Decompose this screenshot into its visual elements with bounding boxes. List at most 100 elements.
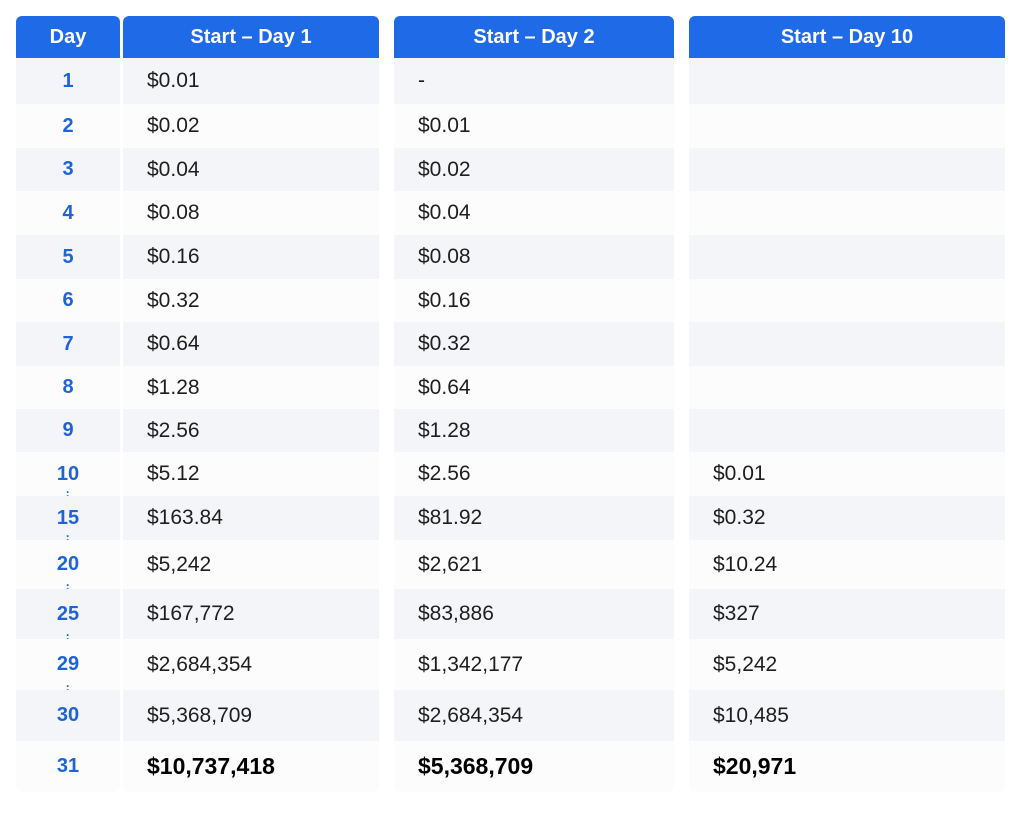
start-day-2-cell: $2,684,354 xyxy=(394,690,674,741)
start-day-10-cell: $0.32 xyxy=(689,496,1005,540)
start-day-1-cell-value: $2,684,354 xyxy=(147,652,253,676)
start-day-10-cell: $327 xyxy=(689,589,1005,639)
day-cell: 10··· xyxy=(16,452,120,506)
start-day-10-header: Start – Day 10 xyxy=(689,16,1005,58)
start-day-1-cell: $5,242 xyxy=(123,540,379,589)
start-day-2-cell-value: $1.28 xyxy=(418,418,471,442)
day-cell: 2 xyxy=(16,104,120,148)
start-day-1-cell: $163.84 xyxy=(123,496,379,540)
day-cell-value: 9 xyxy=(62,419,74,441)
start-day-10-cell-value: $0.32 xyxy=(713,506,766,529)
start-day-1-cell: $5,368,709 xyxy=(123,690,379,741)
start-day-2-cell-value: $0.04 xyxy=(418,201,471,224)
start-day-10-cell xyxy=(689,104,1005,148)
day-cell: 31 xyxy=(16,741,120,792)
day-cell: 1 xyxy=(16,58,120,104)
day-cell: 6 xyxy=(16,279,120,322)
start-day-1-cell-value: $0.02 xyxy=(147,114,200,137)
start-day-10-cell xyxy=(689,235,1005,279)
start-day-2-cell-value: $0.16 xyxy=(418,288,471,312)
start-day-2-header: Start – Day 2 xyxy=(394,16,674,58)
day-cell: 30 xyxy=(16,690,120,741)
start-day-2-cell: $1.28 xyxy=(394,409,674,452)
start-day-1-cell-value: $0.01 xyxy=(147,69,200,92)
day-cell: 9 xyxy=(16,409,120,452)
start-day-2-column: Start – Day 2 - $0.01 $0.02 $0.04 $0.08 $0.16… xyxy=(394,16,674,792)
start-day-10-cell xyxy=(689,322,1005,366)
start-day-10-cell xyxy=(689,279,1005,322)
start-day-10-cell: $10.24 xyxy=(689,540,1005,589)
start-day-1-cell: $167,772 xyxy=(123,589,379,639)
start-day-10-cell xyxy=(689,148,1005,191)
start-day-1-cell: $0.01 xyxy=(123,58,379,104)
start-day-2-cell-value: $0.01 xyxy=(418,114,471,137)
start-day-2-cell: - xyxy=(394,58,674,104)
start-day-2-cell-value: $0.08 xyxy=(418,245,471,268)
start-day-1-body: $0.01 $0.02 $0.04 $0.08 $0.16 $0.32 $0.64 $1.28… xyxy=(123,58,379,792)
day-cell-value: 2 xyxy=(62,114,74,137)
start-day-2-cell: $0.64 xyxy=(394,366,674,409)
start-day-10-cell-value: $10.24 xyxy=(713,552,778,576)
start-day-10-cell xyxy=(689,366,1005,409)
day-cell: 29··· xyxy=(16,639,120,700)
day-column-body: 1 2 3 4 5 6 7 8 9 10···15···20···25···29··· 30 31 xyxy=(16,58,120,792)
start-day-10-column: Start – Day 10 $0.01 $0.32 $10.24 $327 $5,24… xyxy=(689,16,1005,792)
day-cell-value: 30 xyxy=(56,704,80,726)
start-day-10-cell xyxy=(689,58,1005,104)
day-cell-value: 10 xyxy=(56,462,80,485)
start-day-1-cell-value: $163.84 xyxy=(147,506,223,529)
start-day-10-cell: $0.01 xyxy=(689,452,1005,496)
start-day-2-cell-value: $0.64 xyxy=(418,375,471,399)
start-day-1-cell-value: $5.12 xyxy=(147,462,200,485)
start-day-10-cell: $20,971 xyxy=(689,741,1005,792)
start-day-2-cell: $0.08 xyxy=(394,235,674,279)
start-day-2-cell-value: $2,621 xyxy=(418,552,483,576)
start-day-2-cell: $0.16 xyxy=(394,279,674,322)
start-day-10-body: $0.01 $0.32 $10.24 $327 $5,242 $10,485 $20,971 xyxy=(689,58,1005,792)
start-day-2-cell: $5,368,709 xyxy=(394,741,674,792)
day-header: Day xyxy=(16,16,120,58)
start-day-2-cell-value: $81.92 xyxy=(418,506,483,529)
day-cell: 8 xyxy=(16,366,120,409)
start-day-1-cell-value: $0.04 xyxy=(147,157,200,181)
day-cell: 3 xyxy=(16,148,120,191)
start-day-1-cell: $0.02 xyxy=(123,104,379,148)
start-day-2-cell-value: $0.02 xyxy=(418,157,471,181)
start-day-2-cell-value: $2,684,354 xyxy=(418,703,524,727)
start-day-2-cell: $1,342,177 xyxy=(394,639,674,690)
start-day-1-cell-value: $0.32 xyxy=(147,288,200,312)
day-cell-value: 25 xyxy=(56,602,80,625)
day-cell-value: 4 xyxy=(62,201,74,224)
day-cell-value: 6 xyxy=(62,289,74,311)
start-day-1-cell: $2,684,354 xyxy=(123,639,379,690)
start-day-2-cell-value: $5,368,709 xyxy=(418,753,534,779)
start-day-2-cell: $2.56 xyxy=(394,452,674,496)
start-day-1-cell: $0.32 xyxy=(123,279,379,322)
start-day-2-cell: $0.01 xyxy=(394,104,674,148)
start-day-1-cell: $0.64 xyxy=(123,322,379,366)
start-day-10-cell-value: $20,971 xyxy=(713,753,797,779)
start-day-2-cell: $83,886 xyxy=(394,589,674,639)
day-cell: 4 xyxy=(16,191,120,235)
day-cell: 7 xyxy=(16,322,120,366)
start-day-1-cell-value: $10,737,418 xyxy=(147,753,275,779)
start-day-2-cell-value: $2.56 xyxy=(418,462,471,485)
start-day-1-cell: $2.56 xyxy=(123,409,379,452)
start-day-2-cell: $0.32 xyxy=(394,322,674,366)
day-cell: 5 xyxy=(16,235,120,279)
start-day-1-column: Start – Day 1 $0.01 $0.02 $0.04 $0.08 $0.16 $… xyxy=(123,16,379,792)
start-day-1-header: Start – Day 1 xyxy=(123,16,379,58)
start-day-2-cell: $81.92 xyxy=(394,496,674,540)
day-cell-value: 1 xyxy=(62,69,74,92)
day-cell-value: 20 xyxy=(56,553,80,575)
start-day-10-cell: $10,485 xyxy=(689,690,1005,741)
start-day-1-cell-value: $167,772 xyxy=(147,602,235,625)
start-day-2-cell-value: $0.32 xyxy=(418,332,471,355)
day-cell: 15··· xyxy=(16,496,120,550)
day-cell-value: 15 xyxy=(56,506,80,529)
start-day-2-cell: $0.02 xyxy=(394,148,674,191)
start-day-1-cell-value: $5,242 xyxy=(147,552,212,576)
start-day-10-cell xyxy=(689,409,1005,452)
start-day-1-cell: $0.16 xyxy=(123,235,379,279)
start-day-2-cell: $0.04 xyxy=(394,191,674,235)
